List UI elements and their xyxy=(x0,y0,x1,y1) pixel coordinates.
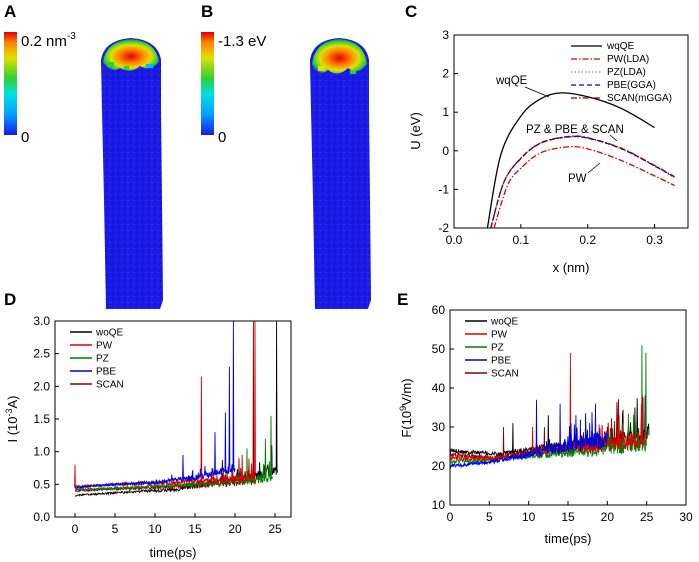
legend-e: woQE PW PZ PBE SCAN xyxy=(465,317,519,380)
annotations-c: wqQE PZ & PBE & SCAN PW xyxy=(495,75,624,185)
y-tick-label-d: 0.0 xyxy=(33,510,50,524)
x-axis-label-e: time(ps) xyxy=(545,531,592,546)
legend-c: wqQE PW(LDA) PZ(LDA) PBE(GGA) SCAN(mGGA) xyxy=(571,41,672,104)
legend-c-woqe-label: wqQE xyxy=(606,41,635,52)
legend-c-scan-label: SCAN(mGGA) xyxy=(607,93,672,104)
colorbar-b xyxy=(201,32,214,135)
y-tick-label-e: 20 xyxy=(432,459,446,473)
legend-d-scan-label: SCAN xyxy=(96,380,124,391)
panel-d: D 0 5 10 15 20 25 0.0 0.5 1.0 1.5 2.0 2.5 3.0 time(p… xyxy=(4,290,292,560)
series-lines-e xyxy=(449,345,650,469)
x-tick-label-c: 0.1 xyxy=(513,233,530,247)
panel-letter-b: B xyxy=(201,2,213,21)
series-lines-c xyxy=(486,92,675,229)
x-tick-label-e: 10 xyxy=(522,510,536,524)
legend-c-pz-label: PZ(LDA) xyxy=(607,67,646,78)
panel-a: A 0.2 nm-3 0 xyxy=(4,2,163,309)
series-c-pw xyxy=(493,145,675,229)
x-tick-label-e: 20 xyxy=(601,510,615,524)
panel-b: B -1.3 eV 0 xyxy=(201,2,371,309)
y-tick-label-c: 1 xyxy=(442,105,449,119)
annotation-c-woqe: wqQE xyxy=(495,75,528,87)
series-e-pbe xyxy=(449,399,608,469)
x-axis-label-d: time(ps) xyxy=(150,545,197,560)
y-tick-label-e: 30 xyxy=(432,420,446,434)
plot-frame-e xyxy=(449,309,687,506)
y-tick-label-d: 1.0 xyxy=(33,445,50,459)
y-tick-label-e: 60 xyxy=(432,303,446,317)
y-tick-label-c: 0 xyxy=(442,144,449,158)
legend-d-pbe-label: PBE xyxy=(96,367,116,378)
y-tick-label-d: 3.0 xyxy=(33,314,50,328)
annotation-c-pz-pbe-scan: PZ & PBE & SCAN xyxy=(526,124,624,136)
x-tick-label-c: 0.3 xyxy=(646,233,663,247)
y-tick-label-e: 50 xyxy=(432,342,446,356)
colorbar-b-min-label: 0 xyxy=(218,129,226,146)
colorbar-b-max-label: -1.3 eV xyxy=(218,33,266,50)
legend-e-woqe-label: woQE xyxy=(490,317,519,328)
axis-ticks-d: 0 5 10 15 20 25 0.0 0.5 1.0 1.5 2.0 2.5 3.0 xyxy=(33,314,282,536)
y-tick-label-e: 10 xyxy=(432,498,446,512)
panel-letter-a: A xyxy=(4,2,16,21)
plot-frame-c xyxy=(453,34,689,229)
panel-letter-c: C xyxy=(405,2,417,21)
y-tick-label-d: 0.5 xyxy=(33,477,50,491)
series-c-scan xyxy=(490,135,675,229)
legend-d: woQE PW PZ PBE SCAN xyxy=(70,328,124,391)
x-tick-label-c: 0.0 xyxy=(446,233,463,247)
y-axis-label-e: F(109V/m) xyxy=(398,378,414,437)
y-tick-label-d: 1.5 xyxy=(33,412,50,426)
colorbar-a xyxy=(4,32,17,135)
panel-e: E 0 5 10 15 20 25 30 10 20 30 40 50 60 time(ps) F(10… xyxy=(397,290,693,546)
legend-c-pw-label: PW(LDA) xyxy=(607,54,649,65)
legend-e-pz-label: PZ xyxy=(491,343,504,354)
x-tick-label-c: 0.2 xyxy=(579,233,596,247)
nanotip-a xyxy=(101,38,163,309)
legend-e-pbe-label: PBE xyxy=(491,356,511,367)
y-tick-label-d: 2.5 xyxy=(33,347,50,361)
panel-letter-d: D xyxy=(4,290,16,309)
x-tick-label-d: 5 xyxy=(112,522,119,536)
x-tick-label-d: 25 xyxy=(268,522,282,536)
x-tick-label-e: 5 xyxy=(486,510,493,524)
annotation-c-pw: PW xyxy=(568,173,587,185)
y-tick-label-c: 2 xyxy=(442,67,449,81)
x-tick-label-d: 0 xyxy=(72,522,79,536)
axis-ticks-c: 0.0 0.1 0.2 0.3 -2 -1 0 1 2 3 xyxy=(438,28,663,247)
panel-c: C 0.0 0.1 0.2 0.3 -2 -1 0 1 2 3 x (nm) U (eV) wqQ… xyxy=(405,2,689,275)
y-axis-label-d: I (10-3A) xyxy=(4,395,20,442)
y-tick-label-c: 3 xyxy=(442,28,449,42)
x-tick-label-d: 15 xyxy=(188,522,202,536)
x-tick-label-d: 20 xyxy=(228,522,242,536)
x-tick-label-e: 30 xyxy=(679,510,693,524)
colorbar-a-max-label: 0.2 nm-3 xyxy=(21,31,76,50)
legend-d-woqe-label: woQE xyxy=(95,328,124,339)
axis-ticks-e: 0 5 10 15 20 25 30 10 20 30 40 50 60 xyxy=(432,303,693,524)
y-tick-label-c: -2 xyxy=(438,221,449,235)
y-tick-label-e: 40 xyxy=(432,381,446,395)
x-tick-label-e: 15 xyxy=(561,510,575,524)
annotation-c-woqe-pointer xyxy=(524,86,550,98)
x-axis-label-c: x (nm) xyxy=(553,260,590,275)
annotation-c-pw-pointer xyxy=(587,162,601,174)
annotation-c-pz-pointer xyxy=(609,134,618,142)
x-tick-label-e: 25 xyxy=(640,510,654,524)
x-tick-label-d: 10 xyxy=(148,522,162,536)
series-d-pbe xyxy=(74,320,236,490)
y-tick-label-c: -1 xyxy=(438,182,449,196)
nanotip-b xyxy=(310,38,371,309)
series-lines-d xyxy=(74,320,278,497)
x-tick-label-e: 0 xyxy=(447,510,454,524)
legend-c-pbe-label: PBE(GGA) xyxy=(607,80,656,91)
y-axis-label-c: U (eV) xyxy=(408,112,423,150)
legend-e-scan-label: SCAN xyxy=(491,369,519,380)
y-tick-label-d: 2.0 xyxy=(33,379,50,393)
series-c-woqe xyxy=(486,92,655,229)
legend-d-pw-label: PW xyxy=(96,341,113,352)
legend-d-pz-label: PZ xyxy=(96,354,109,365)
legend-e-pw-label: PW xyxy=(491,330,508,341)
colorbar-a-min-label: 0 xyxy=(21,129,29,146)
panel-letter-e: E xyxy=(397,290,408,309)
